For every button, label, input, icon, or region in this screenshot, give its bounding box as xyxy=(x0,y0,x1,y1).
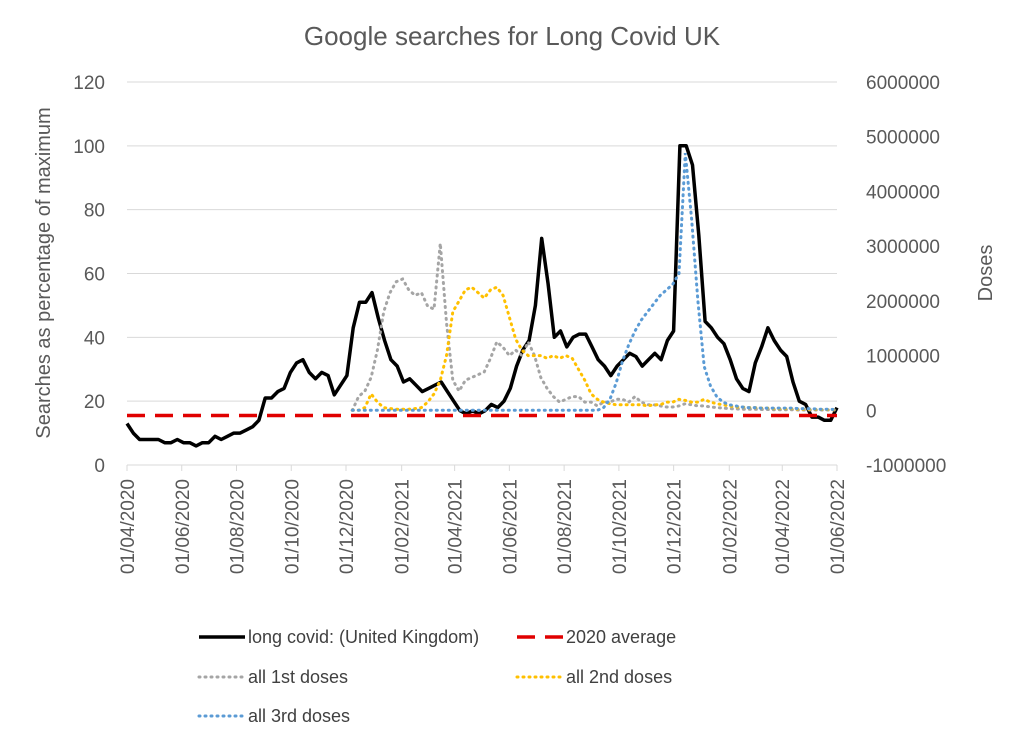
x-tick-label: 01/06/2022 xyxy=(828,479,849,574)
x-tick-label: 01/12/2021 xyxy=(665,479,686,574)
y2-tick-label: 6000000 xyxy=(866,73,940,94)
y2-tick-label: -1000000 xyxy=(866,456,946,477)
series-line xyxy=(350,152,838,412)
y2-tick-label: 4000000 xyxy=(866,182,940,203)
x-tick-label: 01/06/2020 xyxy=(173,479,194,574)
y2-tick-label: 3000000 xyxy=(866,237,940,258)
y-tick-label: 100 xyxy=(73,137,105,158)
legend: long covid: (United Kingdom) 2020 average… xyxy=(197,627,676,726)
x-tick-label: 01/06/2021 xyxy=(500,479,521,574)
legend-label: all 2nd doses xyxy=(566,667,672,687)
x-tick-label: 01/02/2022 xyxy=(720,479,741,574)
series-lines xyxy=(125,144,839,448)
legend-label: all 1st doses xyxy=(248,667,348,687)
series-line xyxy=(350,243,838,412)
x-tick-label: 01/10/2020 xyxy=(282,479,303,574)
y2-tick-label: 5000000 xyxy=(866,128,940,149)
y-tick-label: 0 xyxy=(94,456,105,477)
y2-axis-title: Doses xyxy=(975,245,997,302)
y-tick-label: 60 xyxy=(84,265,105,286)
x-tick-label: 01/04/2021 xyxy=(446,479,467,574)
x-tick-label: 01/08/2020 xyxy=(228,479,249,574)
legend-label: all 3rd doses xyxy=(248,706,350,726)
legend-label: 2020 average xyxy=(566,627,676,647)
x-tick-label: 01/02/2021 xyxy=(393,479,414,574)
y2-tick-label: 0 xyxy=(866,401,877,422)
y-axis-title: Searches as percentage of maximum xyxy=(33,107,55,438)
x-tick-label: 01/08/2021 xyxy=(555,479,576,574)
y-tick-label: 20 xyxy=(84,392,105,413)
y2-tick-label: 1000000 xyxy=(866,347,940,368)
legend-label: long covid: (United Kingdom) xyxy=(248,627,479,647)
y2-tick-label: 2000000 xyxy=(866,292,940,313)
x-tick-label: 01/12/2020 xyxy=(337,479,358,574)
x-tick-label: 01/04/2022 xyxy=(773,479,794,574)
x-tick-label: 01/10/2021 xyxy=(610,479,631,574)
y-tick-label: 40 xyxy=(84,328,105,349)
y-tick-label: 120 xyxy=(73,73,105,94)
gridlines xyxy=(127,81,837,402)
series-line xyxy=(125,144,839,448)
y-tick-label: 80 xyxy=(84,201,105,222)
chart-title: Google searches for Long Covid UK xyxy=(304,21,721,51)
x-tick-label: 01/04/2020 xyxy=(118,479,139,574)
axes: 0 20 40 60 80 100 120 -1000000 0 1000000 2000000 30… xyxy=(73,73,946,574)
